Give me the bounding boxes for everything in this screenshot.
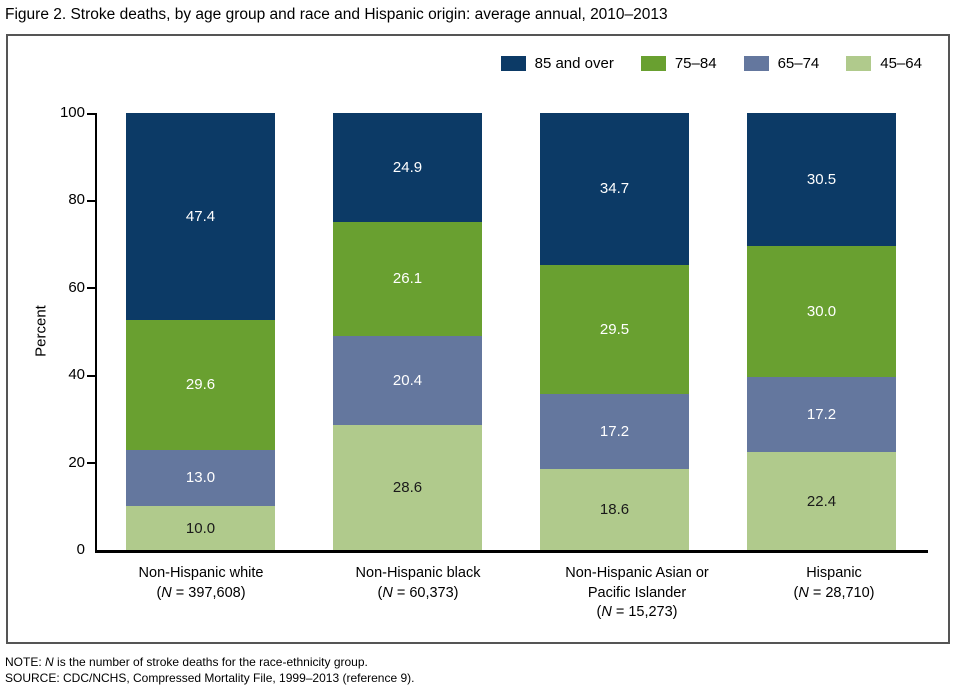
segment-value-label: 47.4 [185,208,216,226]
bar: 47.4 29.6 13.0 10.0 [126,113,275,550]
x-category-n-label: (N = 28,710) [793,584,875,601]
legend-item: 75–84 [640,55,717,72]
segment-value-label: 17.2 [599,422,630,440]
bar: 24.9 26.1 20.4 28.6 [333,113,482,550]
note-line: SOURCE: CDC/NCHS, Compressed Mortality F… [5,671,415,685]
segment-value-label: 34.7 [599,180,630,198]
legend-label: 65–74 [777,55,820,72]
legend-item: 85 and over [500,55,614,72]
segment-value-label: 26.1 [392,270,423,288]
bar-segment: 28.6 [333,425,482,550]
bar-segment: 24.9 [333,113,482,222]
segment-value-label: 17.2 [806,406,837,424]
legend-swatch [500,56,526,71]
y-axis-title: Percent [32,305,50,357]
segment-value-label: 29.6 [185,376,216,394]
legend-swatch [743,56,769,71]
bar-segment: 30.0 [747,245,896,377]
segment-value-label: 28.6 [392,479,423,497]
bar-segment: 18.6 [540,468,689,550]
x-category-n-label: (N = 15,273) [596,604,678,620]
bar-segment: 34.7 [540,113,689,265]
segment-value-label: 29.5 [599,320,630,338]
bar-segment: 17.2 [747,376,896,453]
footnotes: NOTE: N is the number of stroke deaths f… [5,654,414,686]
segment-value-label: 20.4 [392,371,423,389]
bar: 30.5 30.0 17.2 22.4 [747,112,896,550]
y-tick-label: 0 [76,541,85,558]
bar: 34.7 29.5 17.2 18.6 [540,113,689,550]
x-category-label-line: Non-Hispanic white [138,565,264,581]
segment-value-label: 24.9 [392,158,423,176]
x-category-label: Non-Hispanic Asian or Pacific Islander (N … [522,564,752,623]
bar-segment: 13.0 [126,449,275,507]
legend-swatch [640,56,666,71]
note-line: NOTE: N is the number of stroke deaths f… [5,655,368,669]
x-category-label: Non-Hispanic black (N = 60,373) [303,564,533,603]
y-tick [87,112,96,115]
bar-segment: 26.1 [333,221,482,336]
legend-item: 65–74 [743,55,820,72]
legend-label: 85 and over [534,55,614,72]
bar-segment: 20.4 [333,335,482,426]
segment-value-label: 22.4 [806,492,837,510]
x-category-label: Non-Hispanic white (N = 397,608) [86,564,316,603]
x-axis-line [95,550,928,553]
y-tick [87,374,96,377]
x-category-label-line: Non-Hispanic black [355,565,481,581]
x-category-label-line: Non-Hispanic Asian or [565,565,709,581]
legend-label: 75–84 [674,55,717,72]
bar-segment: 29.6 [126,320,275,450]
x-category-n-label: (N = 397,608) [156,584,246,601]
y-tick-label: 80 [68,191,85,209]
figure-title: Figure 2. Stroke deaths, by age group an… [5,6,668,23]
segment-value-label: 10.0 [185,519,216,537]
legend-item: 45–64 [846,55,922,72]
bar-segment: 30.5 [747,112,896,246]
y-axis-line [95,113,97,553]
segment-value-label: 30.0 [806,302,837,320]
x-category-n-label: (N = 60,373) [377,584,459,601]
y-tick-label: 60 [68,278,85,296]
bar-segment: 47.4 [126,113,275,321]
bar-segment: 10.0 [126,506,275,550]
x-category-label-line: Hispanic [806,565,862,581]
y-tick [87,287,96,290]
segment-value-label: 18.6 [599,500,630,518]
y-tick-label: 100 [59,104,85,121]
bar-segment: 22.4 [747,452,896,550]
y-tick [87,199,96,202]
x-category-label-line: Pacific Islander [587,584,687,601]
legend-swatch [846,56,872,71]
legend: 85 and over 75–84 65–74 45–64 [500,55,922,72]
segment-value-label: 30.5 [806,170,837,188]
y-tick [87,462,96,465]
bar-segment: 29.5 [540,264,689,394]
legend-label: 45–64 [880,55,922,72]
segment-value-label: 13.0 [185,469,216,487]
bar-segment: 17.2 [540,393,689,469]
y-tick-label: 40 [68,366,85,384]
x-category-label: Hispanic (N = 28,710) [719,564,949,603]
y-tick-label: 20 [68,453,85,471]
